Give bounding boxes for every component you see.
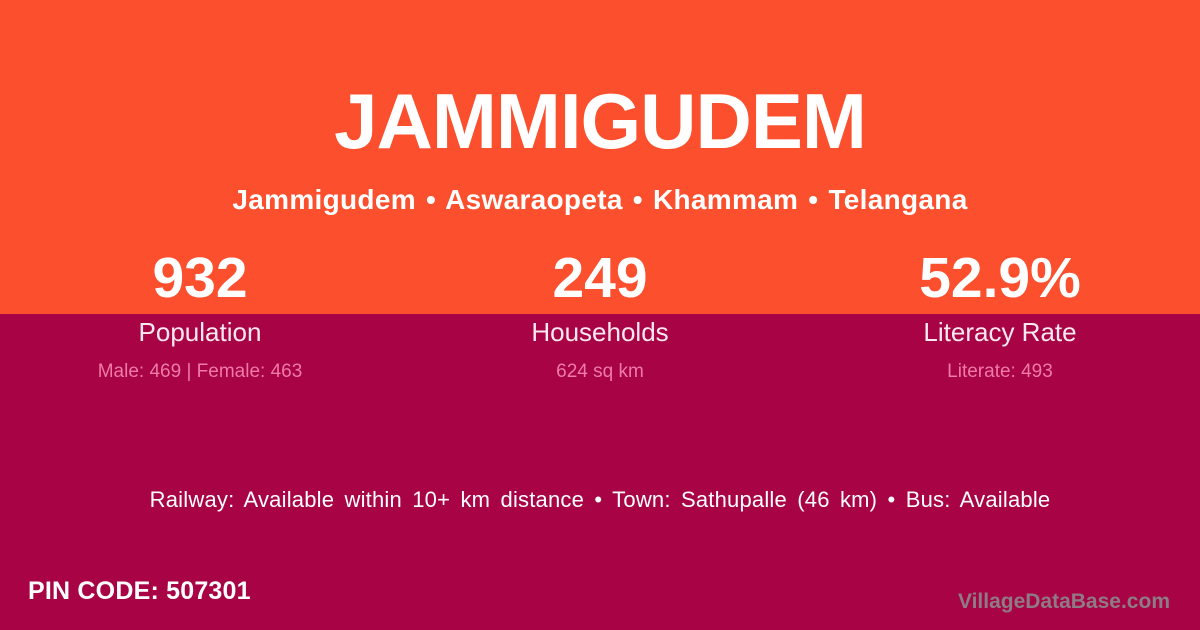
literacy-detail: Literate: 493 [947,361,1053,382]
stat-population: 932 Population Male: 469 | Female: 463 [0,247,400,381]
stats-row: 932 Population Male: 469 | Female: 463 2… [0,247,1200,381]
page-title: JAMMIGUDEM [334,77,867,165]
pin-code: PIN CODE: 507301 [28,577,251,605]
site-watermark: VillageDataBase.com [957,590,1170,613]
population-value: 932 [152,246,248,310]
households-detail: 624 sq km [556,361,644,382]
households-label: Households [531,317,669,347]
transport-facts-line: Railway: Available within 10+ km distanc… [149,487,1051,512]
crimson-body-band [0,314,1200,630]
population-label: Population [138,317,262,347]
population-detail: Male: 469 | Female: 463 [97,361,303,382]
literacy-value: 52.9% [919,246,1081,310]
stat-households: 249 Households 624 sq km [400,247,800,381]
stat-literacy: 52.9% Literacy Rate Literate: 493 [800,247,1200,381]
breadcrumb: Jammigudem • Aswaraopeta • Khammam • Tel… [232,184,968,215]
orange-header-band [0,0,1200,314]
households-value: 249 [552,246,648,310]
literacy-label: Literacy Rate [923,317,1077,347]
